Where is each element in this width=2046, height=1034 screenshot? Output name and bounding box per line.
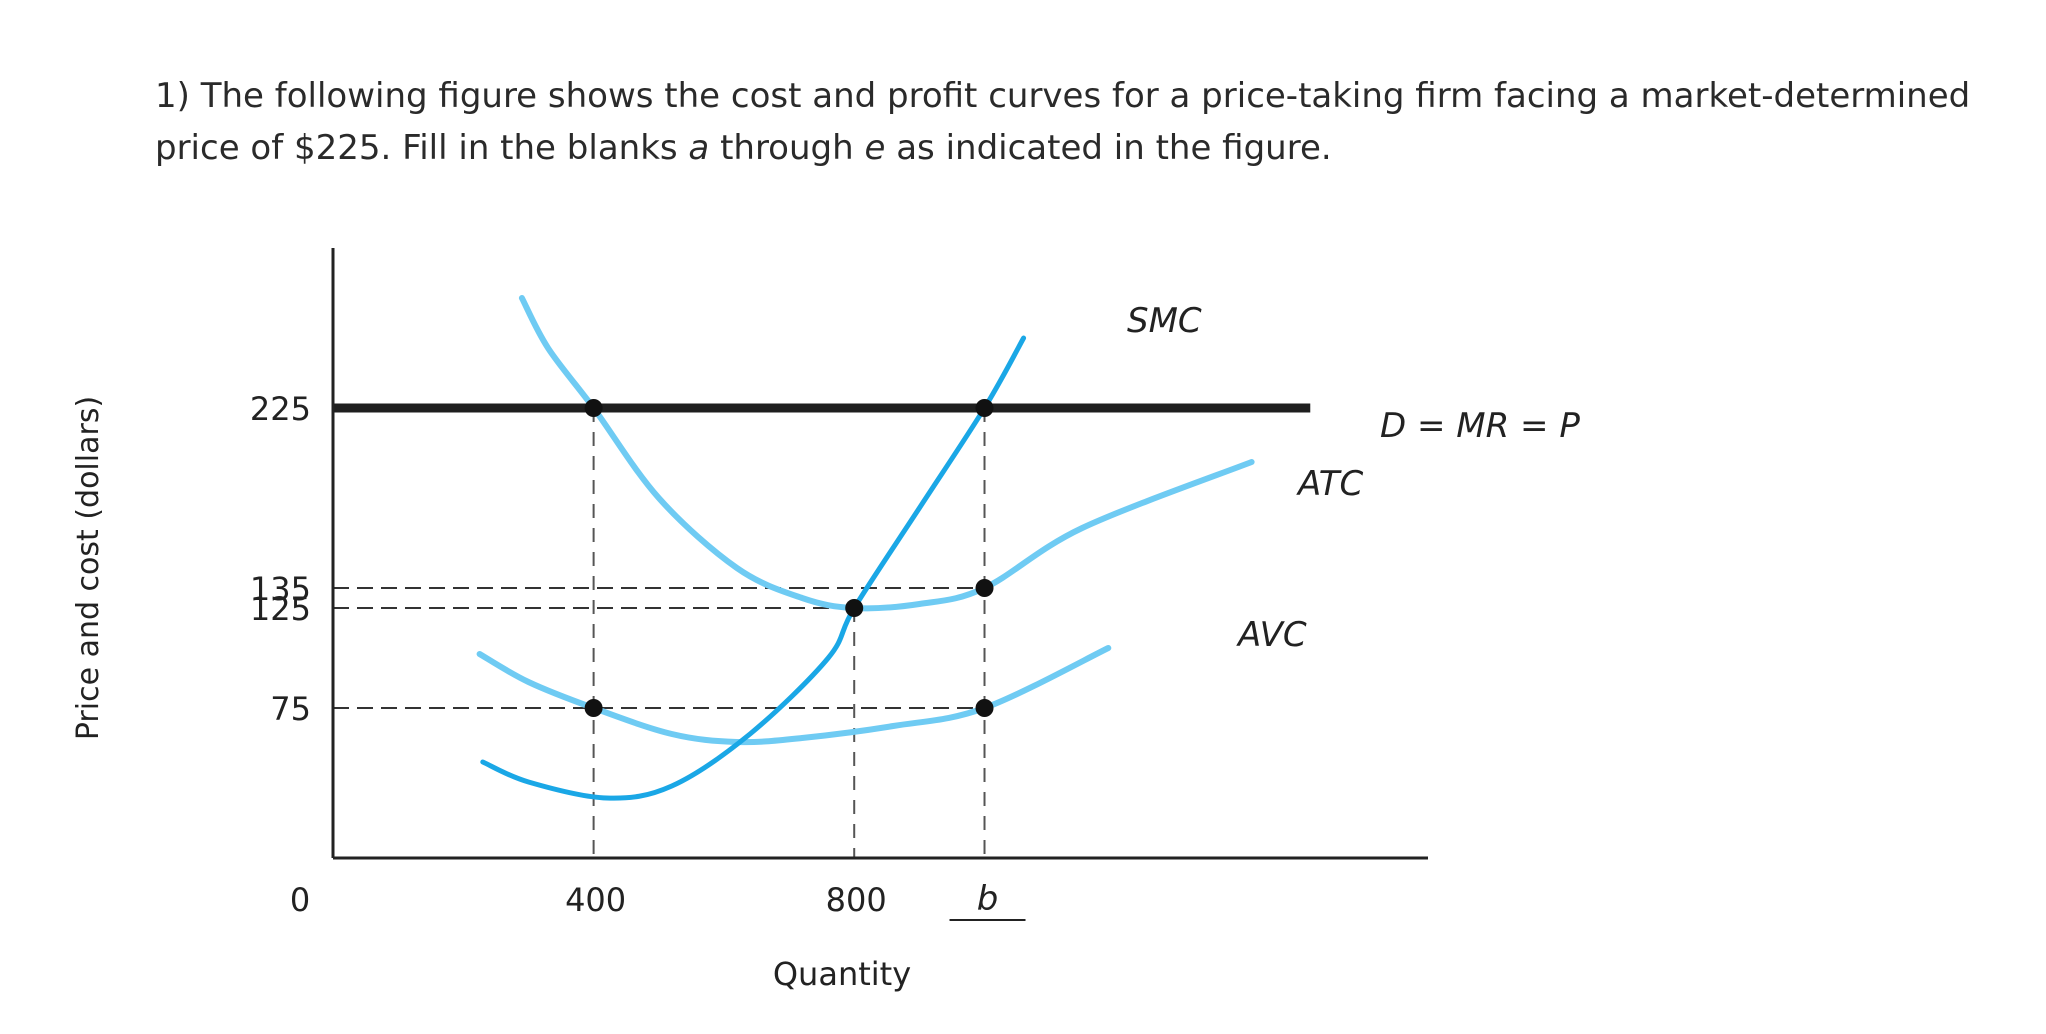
y-tick-label: 125 bbox=[250, 590, 311, 628]
smc-label: SMC bbox=[1127, 301, 1202, 341]
demand-label: D = MR = P bbox=[1380, 406, 1580, 446]
question-line-2-mid: through bbox=[709, 128, 865, 168]
question-line-2-start: price of $225. Fill in the blanks bbox=[155, 128, 689, 168]
blank-a-label: a bbox=[688, 128, 710, 168]
question-line-2: price of $225. Fill in the blanks a thro… bbox=[155, 122, 2040, 174]
y-tick-label: 225 bbox=[250, 390, 311, 428]
intersection-point bbox=[845, 599, 864, 617]
y-axis-title: Price and cost (dollars) bbox=[71, 396, 106, 740]
question-text: 1) The following figure shows the cost a… bbox=[155, 70, 2040, 174]
question-line-1: 1) The following figure shows the cost a… bbox=[155, 76, 1971, 116]
x-axis-title: Quantity bbox=[773, 955, 911, 993]
blank-e-label: e bbox=[864, 128, 886, 168]
x-tick-label: 800 bbox=[826, 881, 887, 919]
avc-label: AVC bbox=[1236, 615, 1307, 655]
smc-curve bbox=[480, 335, 1027, 801]
origin-label: 0 bbox=[290, 881, 310, 919]
x-tick-label: 400 bbox=[565, 881, 626, 919]
question-line-2-end: as indicated in the figure. bbox=[885, 128, 1332, 168]
atc-label: ATC bbox=[1296, 464, 1364, 504]
axis-labels: 0 Quantity Price and cost (dollars) D = … bbox=[71, 301, 1580, 993]
axes bbox=[331, 248, 1428, 860]
intersection-point bbox=[975, 579, 994, 597]
y-tick-label: 75 bbox=[270, 690, 311, 728]
intersection-point bbox=[584, 399, 603, 417]
curves bbox=[333, 295, 1311, 801]
intersection-point bbox=[584, 699, 603, 717]
intersection-point bbox=[975, 399, 994, 417]
intersection-point bbox=[975, 699, 994, 717]
blank-b-label: b bbox=[977, 879, 999, 919]
intersection-points bbox=[584, 399, 994, 717]
y-tick-label: 135 bbox=[250, 570, 311, 608]
